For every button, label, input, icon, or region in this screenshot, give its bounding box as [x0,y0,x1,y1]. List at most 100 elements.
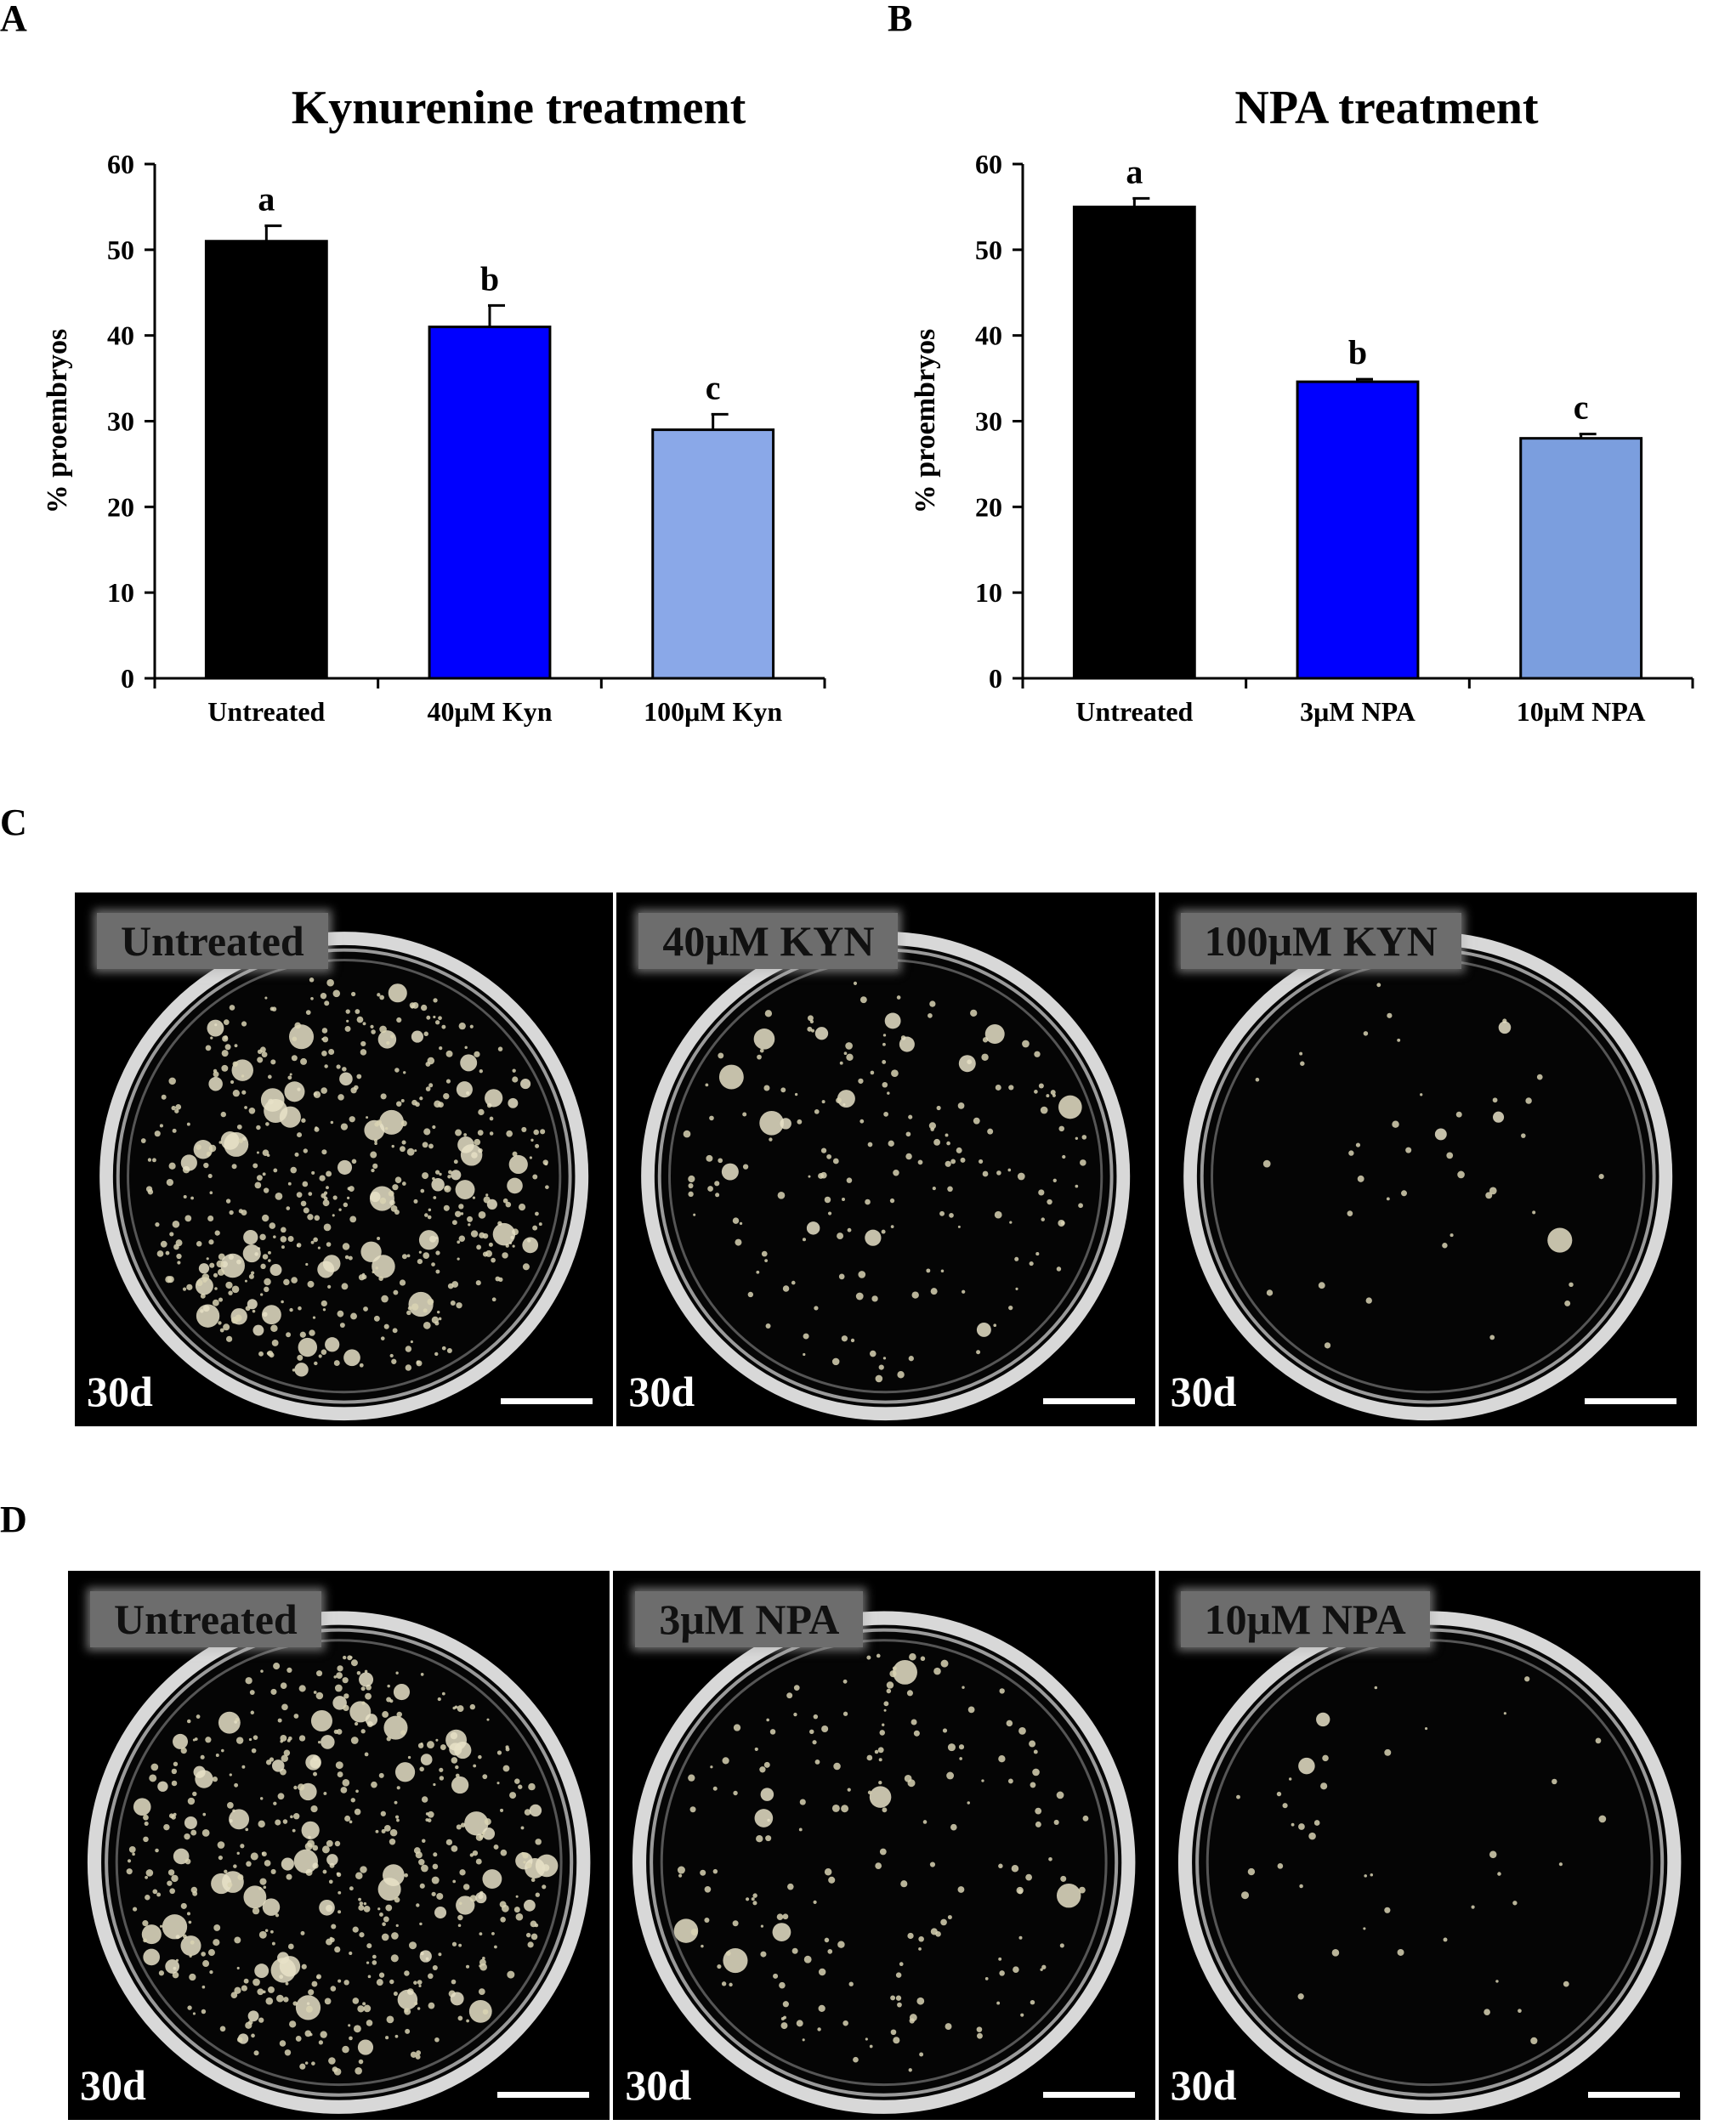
callus-cluster [1276,1791,1281,1797]
callus-cluster [183,1194,187,1199]
callus-cluster [1240,1891,1249,1900]
callus-cluster [431,1178,445,1192]
callus-cluster [1297,1757,1315,1775]
callus-cluster [371,1168,375,1173]
callus-cluster [344,1255,349,1260]
callus-cluster [410,1005,415,1009]
callus-cluster [220,1253,245,1278]
callus-cluster [446,1347,452,1353]
callus-cluster [395,1671,399,1674]
callus-cluster [422,1839,426,1844]
callus-cluster [512,1151,518,1157]
callus-cluster [223,1323,230,1331]
callus-cluster [297,1783,305,1791]
callus-cluster [400,1099,405,1102]
callus-cluster [452,1879,457,1884]
callus-cluster [477,1130,484,1136]
callus-cluster [1266,1289,1273,1296]
callus-cluster [259,1233,266,1241]
callus-cluster [747,1291,754,1298]
callus-cluster [401,1182,406,1186]
callus-cluster [202,1960,210,1968]
callus-cluster [460,1822,466,1828]
callus-cluster [439,1776,445,1781]
callus-cluster [294,1152,299,1157]
significance-label: c [706,368,721,406]
callus-cluster [174,1108,179,1114]
callus-cluster [489,1116,494,1121]
callus-cluster [1455,1111,1462,1118]
callus-cluster [763,1085,770,1091]
callus-cluster [287,1736,292,1741]
callus-cluster [532,1174,538,1180]
callus-cluster [1030,1782,1036,1788]
callus-cluster [305,1754,321,1771]
callus-cluster [977,1322,992,1337]
callus-cluster [770,1729,776,1735]
callus-cluster [229,1210,234,1216]
scale-bar [1042,2092,1135,2098]
callus-cluster [1018,1172,1025,1181]
callus-cluster [482,2009,489,2015]
callus-cluster [303,1207,309,1214]
callus-cluster [359,1672,374,1687]
callus-cluster [1525,1097,1532,1104]
callus-cluster [314,1215,321,1221]
callus-cluster [842,1679,848,1684]
callus-cluster [366,2020,373,2026]
callus-cluster [377,1907,381,1911]
callus-cluster [529,1804,542,1817]
callus-cluster [375,1266,378,1270]
callus-cluster [423,1321,431,1329]
callus-cluster [718,1052,724,1059]
callus-cluster [343,1693,349,1699]
significance-label: a [1126,152,1143,190]
callus-cluster [232,1061,238,1067]
callus-cluster [522,1263,530,1271]
callus-cluster [507,1177,523,1194]
treatment-label: 10μM NPA [1180,1591,1430,1647]
callus-cluster [877,1653,881,1658]
bar [651,428,775,680]
callus-cluster [414,2001,418,2006]
callus-cluster [1082,1815,1089,1822]
callus-cluster [999,1970,1006,1976]
callus-cluster [240,1844,245,1849]
callus-cluster [229,1005,235,1011]
callus-cluster [236,1966,240,1970]
callus-cluster [434,1020,440,1025]
callus-cluster [819,1968,826,1976]
callus-cluster [365,1714,378,1726]
callus-cluster [742,1112,747,1117]
callus-cluster [1038,1189,1045,1196]
callus-cluster [455,1180,475,1200]
callus-cluster [1029,1740,1036,1748]
callus-cluster [501,1904,509,1912]
callus-cluster [783,1285,790,1292]
callus-cluster [520,1826,525,1830]
callus-cluster [865,1198,871,1205]
callus-cluster [380,1336,385,1340]
callus-cluster [890,2029,897,2036]
callus-cluster [689,1806,696,1813]
callus-cluster [888,1140,895,1147]
callus-cluster [241,1210,247,1216]
callus-cluster [332,1214,335,1217]
callus-cluster [945,1133,949,1137]
callus-cluster [520,1079,531,1090]
callus-cluster [1081,1135,1087,1140]
callus-cluster [411,1099,417,1106]
callus-cluster [416,2050,422,2055]
callus-cluster [905,1774,912,1782]
callus-cluster [394,1176,402,1183]
callus-cluster [797,2020,804,2027]
callus-cluster [882,1081,888,1088]
callus-cluster [455,1129,462,1136]
callus-cluster [443,1204,450,1211]
callus-cluster [1315,1712,1330,1727]
callus-cluster [828,1876,836,1884]
callus-cluster [349,1886,354,1891]
callus-cluster [362,1022,366,1026]
callus-cluster [305,2005,313,2013]
callus-cluster [196,1714,201,1719]
